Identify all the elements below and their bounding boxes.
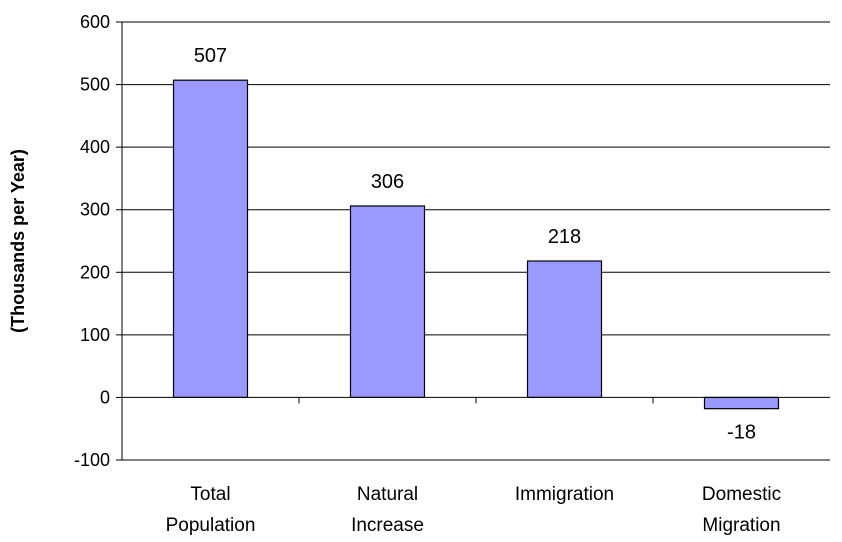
bars: [172, 79, 780, 410]
bar: [703, 396, 780, 410]
y-tick-label: -100: [74, 450, 110, 470]
y-tick-label: 300: [80, 200, 110, 220]
y-tick-label: 500: [80, 75, 110, 95]
category-label-line: Population: [166, 515, 256, 536]
y-tick-label: 600: [80, 12, 110, 32]
bar: [526, 260, 603, 399]
data-label: -18: [727, 422, 756, 444]
category-label-line: Migration: [702, 515, 780, 536]
category-label-line: Increase: [351, 515, 424, 536]
category-label: Domestic Migration: [702, 484, 781, 536]
y-tick-label: 100: [80, 325, 110, 345]
bar: [349, 205, 426, 399]
data-label: 306: [371, 171, 404, 193]
y-tick-label: 200: [80, 262, 110, 282]
category-label: Immigration: [515, 484, 614, 505]
y-tick-labels: 600 500 400 300 200 100 0 -100: [74, 12, 110, 470]
data-label: 218: [548, 226, 581, 248]
axes: [116, 21, 830, 461]
category-label-line: Domestic: [702, 484, 781, 505]
category-label: Natural Increase: [351, 484, 424, 536]
y-axis-label: (Thousands per Year): [8, 149, 28, 333]
x-category-labels: Total Population Natural Increase Immigratio…: [166, 484, 781, 536]
category-label-line: Immigration: [515, 484, 614, 505]
y-tick-label: 0: [100, 387, 110, 407]
category-label-line: Total: [190, 484, 230, 505]
category-label: Total Population: [166, 484, 256, 536]
bar: [172, 79, 249, 399]
data-label: 507: [194, 45, 227, 67]
data-labels: 507 306 218 -18: [194, 45, 756, 444]
y-tick-label: 400: [80, 137, 110, 157]
category-label-line: Natural: [357, 484, 418, 505]
